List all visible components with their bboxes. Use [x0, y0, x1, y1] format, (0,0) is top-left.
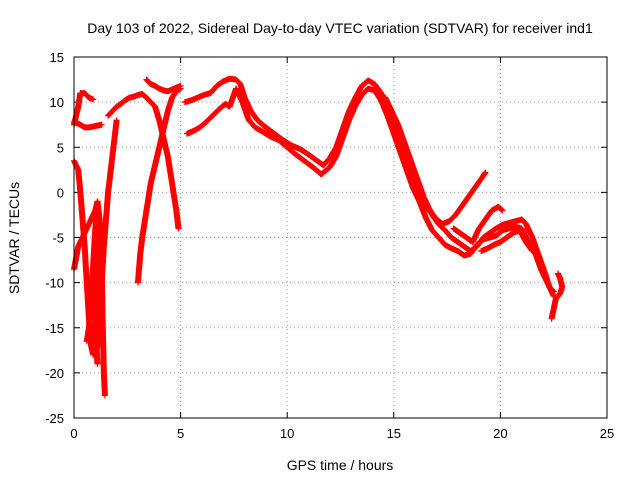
plus-markers: [450, 203, 506, 245]
y-tick-label: -15: [45, 321, 64, 336]
plus-markers: [548, 270, 566, 322]
chart-title: Day 103 of 2022, Sidereal Day-to-day VTE…: [87, 20, 593, 36]
y-tick-label: 10: [50, 95, 64, 110]
plus-markers: [135, 85, 184, 286]
tick-labels: 0 5 10 15 20 25 -25 -20 -15 -10 -5 0 5 10 15: [45, 50, 614, 441]
series-arc-g: [135, 85, 184, 286]
series-arc-n: [548, 270, 566, 322]
x-tick-label: 20: [493, 426, 507, 441]
series-arc-h: [143, 76, 184, 95]
y-tick-label: 15: [50, 50, 64, 65]
series-arc-f: [105, 91, 182, 232]
series-arc-l: [450, 203, 506, 245]
y-tick-label: 5: [57, 140, 64, 155]
x-tick-label: 0: [70, 426, 77, 441]
plus-markers: [105, 91, 182, 232]
x-tick-label: 10: [280, 426, 294, 441]
x-tick-label: 5: [177, 426, 184, 441]
plus-markers: [382, 94, 489, 227]
series-arc-k: [382, 94, 489, 227]
y-tick-label: 0: [57, 185, 64, 200]
series-arc-c: [83, 207, 103, 367]
plus-markers: [143, 76, 184, 95]
plot-frame: [73, 56, 608, 419]
series-arc-m: [478, 227, 536, 254]
y-tick-label: -10: [45, 276, 64, 291]
y-axis-label: SDTVAR / TECUs: [6, 182, 22, 294]
y-tick-label: -25: [45, 411, 64, 426]
plus-markers: [478, 227, 536, 254]
y-tick-label: -5: [52, 231, 64, 246]
plus-markers: [71, 119, 105, 131]
y-tick-label: -20: [45, 366, 64, 381]
x-tick-label: 15: [387, 426, 401, 441]
x-axis-label: GPS time / hours: [287, 457, 394, 473]
x-tick-label: 25: [600, 426, 614, 441]
plus-markers: [83, 207, 103, 367]
series-arc-e: [71, 119, 105, 131]
